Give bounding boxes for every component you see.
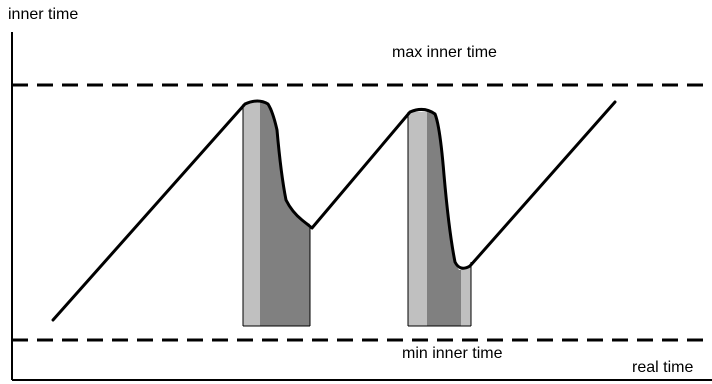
shaded-region-1-dark: [260, 102, 310, 326]
inner-time-curve: [51, 99, 617, 322]
shaded-region-1: [242, 102, 311, 327]
y-axis-label: inner time: [8, 6, 79, 23]
shaded-region-2-light-left: [408, 112, 427, 326]
max-inner-time-label: max inner time: [392, 44, 497, 61]
min-inner-time-label: min inner time: [402, 345, 503, 362]
shaded-region-2: [407, 112, 472, 327]
shaded-region-1-light-left: [243, 102, 260, 326]
shaded-region-2-dark: [427, 112, 461, 326]
x-axis-label: real time: [632, 359, 694, 376]
shaded-region-2-light-right: [461, 262, 471, 326]
